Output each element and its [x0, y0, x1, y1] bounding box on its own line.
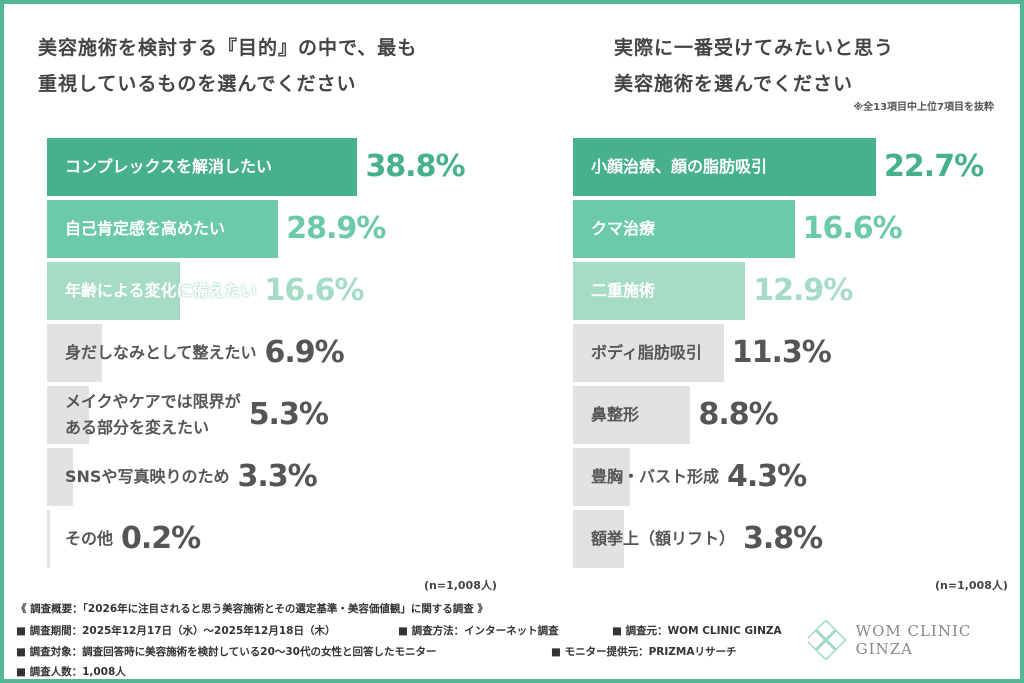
bar	[573, 510, 624, 568]
value-label: 3.3%	[237, 459, 317, 494]
bar-label-group: 額挙上（額リフト） 3.8%	[591, 510, 823, 568]
bar-row: メイクやケアでは限界が ある部分を変えたい 5.3%	[47, 386, 487, 444]
value-label: 28.9%	[286, 211, 386, 246]
bar	[47, 448, 74, 506]
bar-row: 年齢による変化に備えたい 16.6%	[47, 262, 487, 320]
clinic-logo: WOM CLINIC GINZA	[808, 620, 1024, 660]
logo-mark-icon	[808, 620, 846, 660]
bar-row: コンプレックスを解消したい 38.8%	[47, 138, 487, 196]
left-chart-title: 美容施術を検討する『目的』の中で、最も 重視しているものを選んでください	[38, 37, 418, 95]
value-label: 38.8%	[365, 149, 465, 184]
category-label: コンプレックスを解消したい	[65, 157, 273, 176]
bar	[573, 138, 877, 196]
bar-label-group: ボディ脂肪吸引 11.3%	[591, 324, 832, 382]
category-label: ボディ脂肪吸引	[591, 343, 702, 362]
bar	[47, 324, 103, 382]
value-label: 3.8%	[743, 521, 823, 556]
category-label: 身だしなみとして整えたい	[65, 343, 257, 362]
bar-row: 身だしなみとして整えたい 6.9%	[47, 324, 487, 382]
survey-method: ■ 調査方法：インターネット調査	[398, 625, 559, 637]
monitor-provider: ■ モニター提供元：PRIZMAリサーチ	[551, 646, 737, 658]
bar-row: ボディ脂肪吸引 11.3%	[573, 324, 1013, 382]
category-label: 豊胸・バスト形成	[591, 467, 720, 486]
bar-label-group: 二重施術 12.9%	[591, 262, 853, 320]
bar	[573, 448, 631, 506]
right-bar-chart: 小顔治療、顔の脂肪吸引 22.7% クマ治療 16.6% 二重施術 12.9% ボディ脂肪吸…	[573, 138, 1013, 578]
bar-row: 豊胸・バスト形成 4.3%	[573, 448, 1013, 506]
value-label: 8.8%	[698, 397, 778, 432]
bar	[47, 510, 50, 568]
bar-row: SNSや写真映りのため 3.3%	[47, 448, 487, 506]
survey-count: ■ 調査人数：1,008人	[16, 666, 126, 678]
logo-text: WOM CLINIC GINZA	[855, 622, 972, 658]
bar-label-group: その他 0.2%	[65, 510, 201, 568]
bar-row: 小顔治療、顔の脂肪吸引 22.7%	[573, 138, 1013, 196]
bar-label-group: 身だしなみとして整えたい 6.9%	[65, 324, 345, 382]
value-label: 6.9%	[264, 335, 345, 370]
category-label: 額挙上（額リフト）	[591, 529, 736, 548]
bar-row: 鼻整形 8.8%	[573, 386, 1013, 444]
bar-label-group: 鼻整形 8.8%	[591, 386, 779, 444]
bar-label-group: メイクやケアでは限界が ある部分を変えたい 5.3%	[65, 386, 329, 444]
value-label: 12.9%	[753, 273, 853, 308]
category-label: メイクやケアでは限界が ある部分を変えたい	[65, 392, 241, 437]
value-label: 4.3%	[727, 459, 807, 494]
bar-row: その他 0.2%	[47, 510, 487, 568]
category-label: クマ治療	[591, 219, 656, 238]
category-label: 年齢による変化に備えたい	[65, 281, 257, 300]
left-sample-size: (n=1,008人)	[424, 579, 497, 592]
survey-period: ■ 調査期間：2025年12月17日（水）～2025年12月18日（木）	[16, 625, 336, 637]
survey-source: ■ 調査元：WOM CLINIC GINZA	[612, 625, 782, 637]
survey-summary: 《 調査概要：「2026年に注目されると思う美容施術とその選定基準・美容価値観」…	[16, 603, 488, 615]
bar-label-group: 豊胸・バスト形成 4.3%	[591, 448, 807, 506]
right-sample-size: (n=1,008人)	[935, 579, 1008, 592]
bar-label-group: 小顔治療、顔の脂肪吸引 22.7%	[591, 138, 984, 196]
bar-label-group: コンプレックスを解消したい 38.8%	[65, 138, 466, 196]
category-label: 小顔治療、顔の脂肪吸引	[591, 157, 768, 176]
bar	[47, 200, 279, 258]
value-label: 16.6%	[264, 273, 365, 308]
bar	[573, 324, 724, 382]
category-label: SNSや写真映りのため	[65, 467, 230, 486]
value-label: 11.3%	[731, 335, 832, 370]
bar-label-group: 年齢による変化に備えたい 16.6%	[65, 262, 365, 320]
bar	[573, 262, 746, 320]
survey-target: ■ 調査対象：調査回答時に美容施術を検討している20～30代の女性と回答したモニ…	[16, 646, 437, 658]
bar	[573, 386, 691, 444]
category-label: その他	[65, 529, 114, 548]
left-bar-chart: コンプレックスを解消したい 38.8% 自己肯定感を高めたい 28.9% 年齢による変化…	[47, 138, 487, 578]
bar	[47, 386, 90, 444]
value-label: 5.3%	[248, 397, 329, 432]
right-chart-subtitle: ※全13項目中上位7項目を抜粋	[853, 102, 994, 113]
category-label: 鼻整形	[591, 405, 640, 424]
bar	[573, 200, 795, 258]
bar-row: 額挙上（額リフト） 3.8%	[573, 510, 1013, 568]
category-label: 二重施術	[591, 281, 656, 300]
value-label: 0.2%	[121, 521, 201, 556]
bar-label-group: クマ治療 16.6%	[591, 200, 903, 258]
value-label: 22.7%	[884, 149, 984, 184]
value-label: 16.6%	[802, 211, 903, 246]
right-chart-title: 実際に一番受けてみたいと思う 美容施術を選んでください	[614, 37, 895, 95]
bar	[47, 138, 358, 196]
bar-label-group: 自己肯定感を高めたい 28.9%	[65, 200, 386, 258]
bar-row: 自己肯定感を高めたい 28.9%	[47, 200, 487, 258]
bar-label-group: SNSや写真映りのため 3.3%	[65, 448, 318, 506]
category-label: 自己肯定感を高めたい	[65, 219, 226, 238]
bar-row: クマ治療 16.6%	[573, 200, 1013, 258]
bar-row: 二重施術 12.9%	[573, 262, 1013, 320]
bar	[47, 262, 180, 320]
